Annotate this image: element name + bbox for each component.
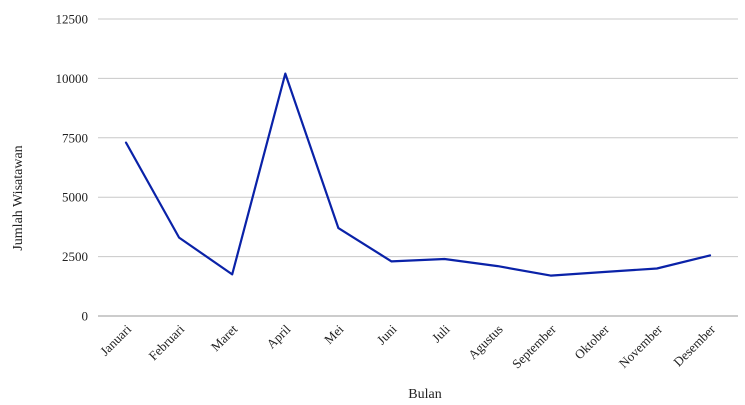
x-axis-ticks: Januari Februari Maret April Mei Juni Juli Agus…	[97, 321, 719, 371]
y-axis-title: Jumlah Wisatawan	[11, 145, 26, 250]
y-tick-label: 7500	[62, 130, 88, 145]
x-tick-label: Agustus	[465, 322, 506, 363]
y-tick-label: 2500	[62, 249, 88, 264]
x-tick-label: Juli	[429, 321, 453, 345]
x-tick-label: Februari	[145, 321, 187, 363]
x-tick-label: April	[263, 321, 293, 351]
gridlines	[98, 18, 738, 317]
x-tick-label: November	[616, 321, 666, 371]
y-tick-label: 12500	[56, 12, 89, 27]
series-layer	[124, 72, 712, 277]
x-tick-label: Januari	[97, 321, 134, 358]
series-line	[124, 72, 712, 277]
x-tick-label: Desember	[670, 321, 718, 369]
x-tick-label: Maret	[208, 321, 241, 354]
x-tick-label: Juni	[374, 321, 400, 347]
y-tick-label: 5000	[62, 190, 88, 205]
x-tick-label: Oktober	[571, 321, 612, 362]
y-tick-label: 0	[82, 309, 89, 324]
y-axis-ticks: 0 2500 5000 7500 10000 12500	[56, 12, 89, 324]
x-tick-label: September	[509, 321, 559, 371]
x-tick-label: Mei	[321, 321, 347, 347]
y-tick-label: 10000	[56, 71, 89, 86]
x-axis-title: Bulan	[408, 387, 441, 402]
